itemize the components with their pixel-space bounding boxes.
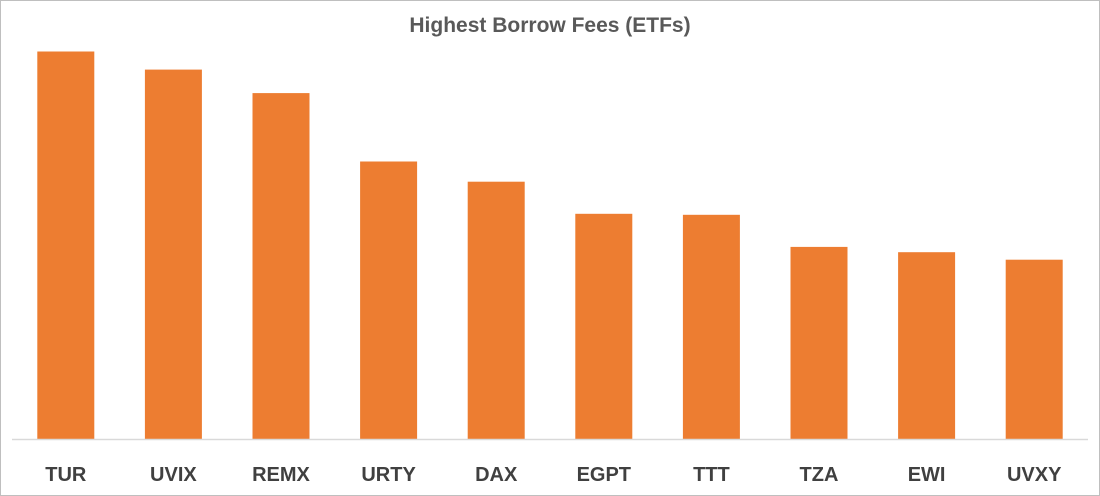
x-tick-label-egpt: EGPT: [577, 464, 631, 486]
bar-tza: [790, 246, 848, 439]
x-tick-label-tza: TZA: [800, 464, 839, 486]
x-tick-label-ewi: EWI: [908, 464, 946, 486]
x-tick-label-remx: REMX: [252, 464, 310, 486]
bar-dax: [467, 181, 525, 439]
x-tick-label-dax: DAX: [475, 464, 518, 486]
bar-uvix: [144, 69, 202, 439]
bar-ewi: [898, 252, 956, 439]
bar-urty: [360, 161, 418, 439]
chart-title: Highest Borrow Fees (ETFs): [409, 14, 691, 37]
bar-ttt: [682, 214, 740, 439]
x-tick-label-urty: URTY: [361, 464, 416, 486]
bar-remx: [252, 93, 310, 439]
bar-egpt: [575, 213, 633, 439]
x-tick-label-ttt: TTT: [693, 464, 730, 486]
bar-tur: [37, 51, 95, 439]
bar-uvxy: [1005, 259, 1063, 439]
x-tick-label-uvxy: UVXY: [1007, 464, 1062, 486]
x-tick-label-uvix: UVIX: [150, 464, 197, 486]
x-tick-label-tur: TUR: [45, 464, 87, 486]
